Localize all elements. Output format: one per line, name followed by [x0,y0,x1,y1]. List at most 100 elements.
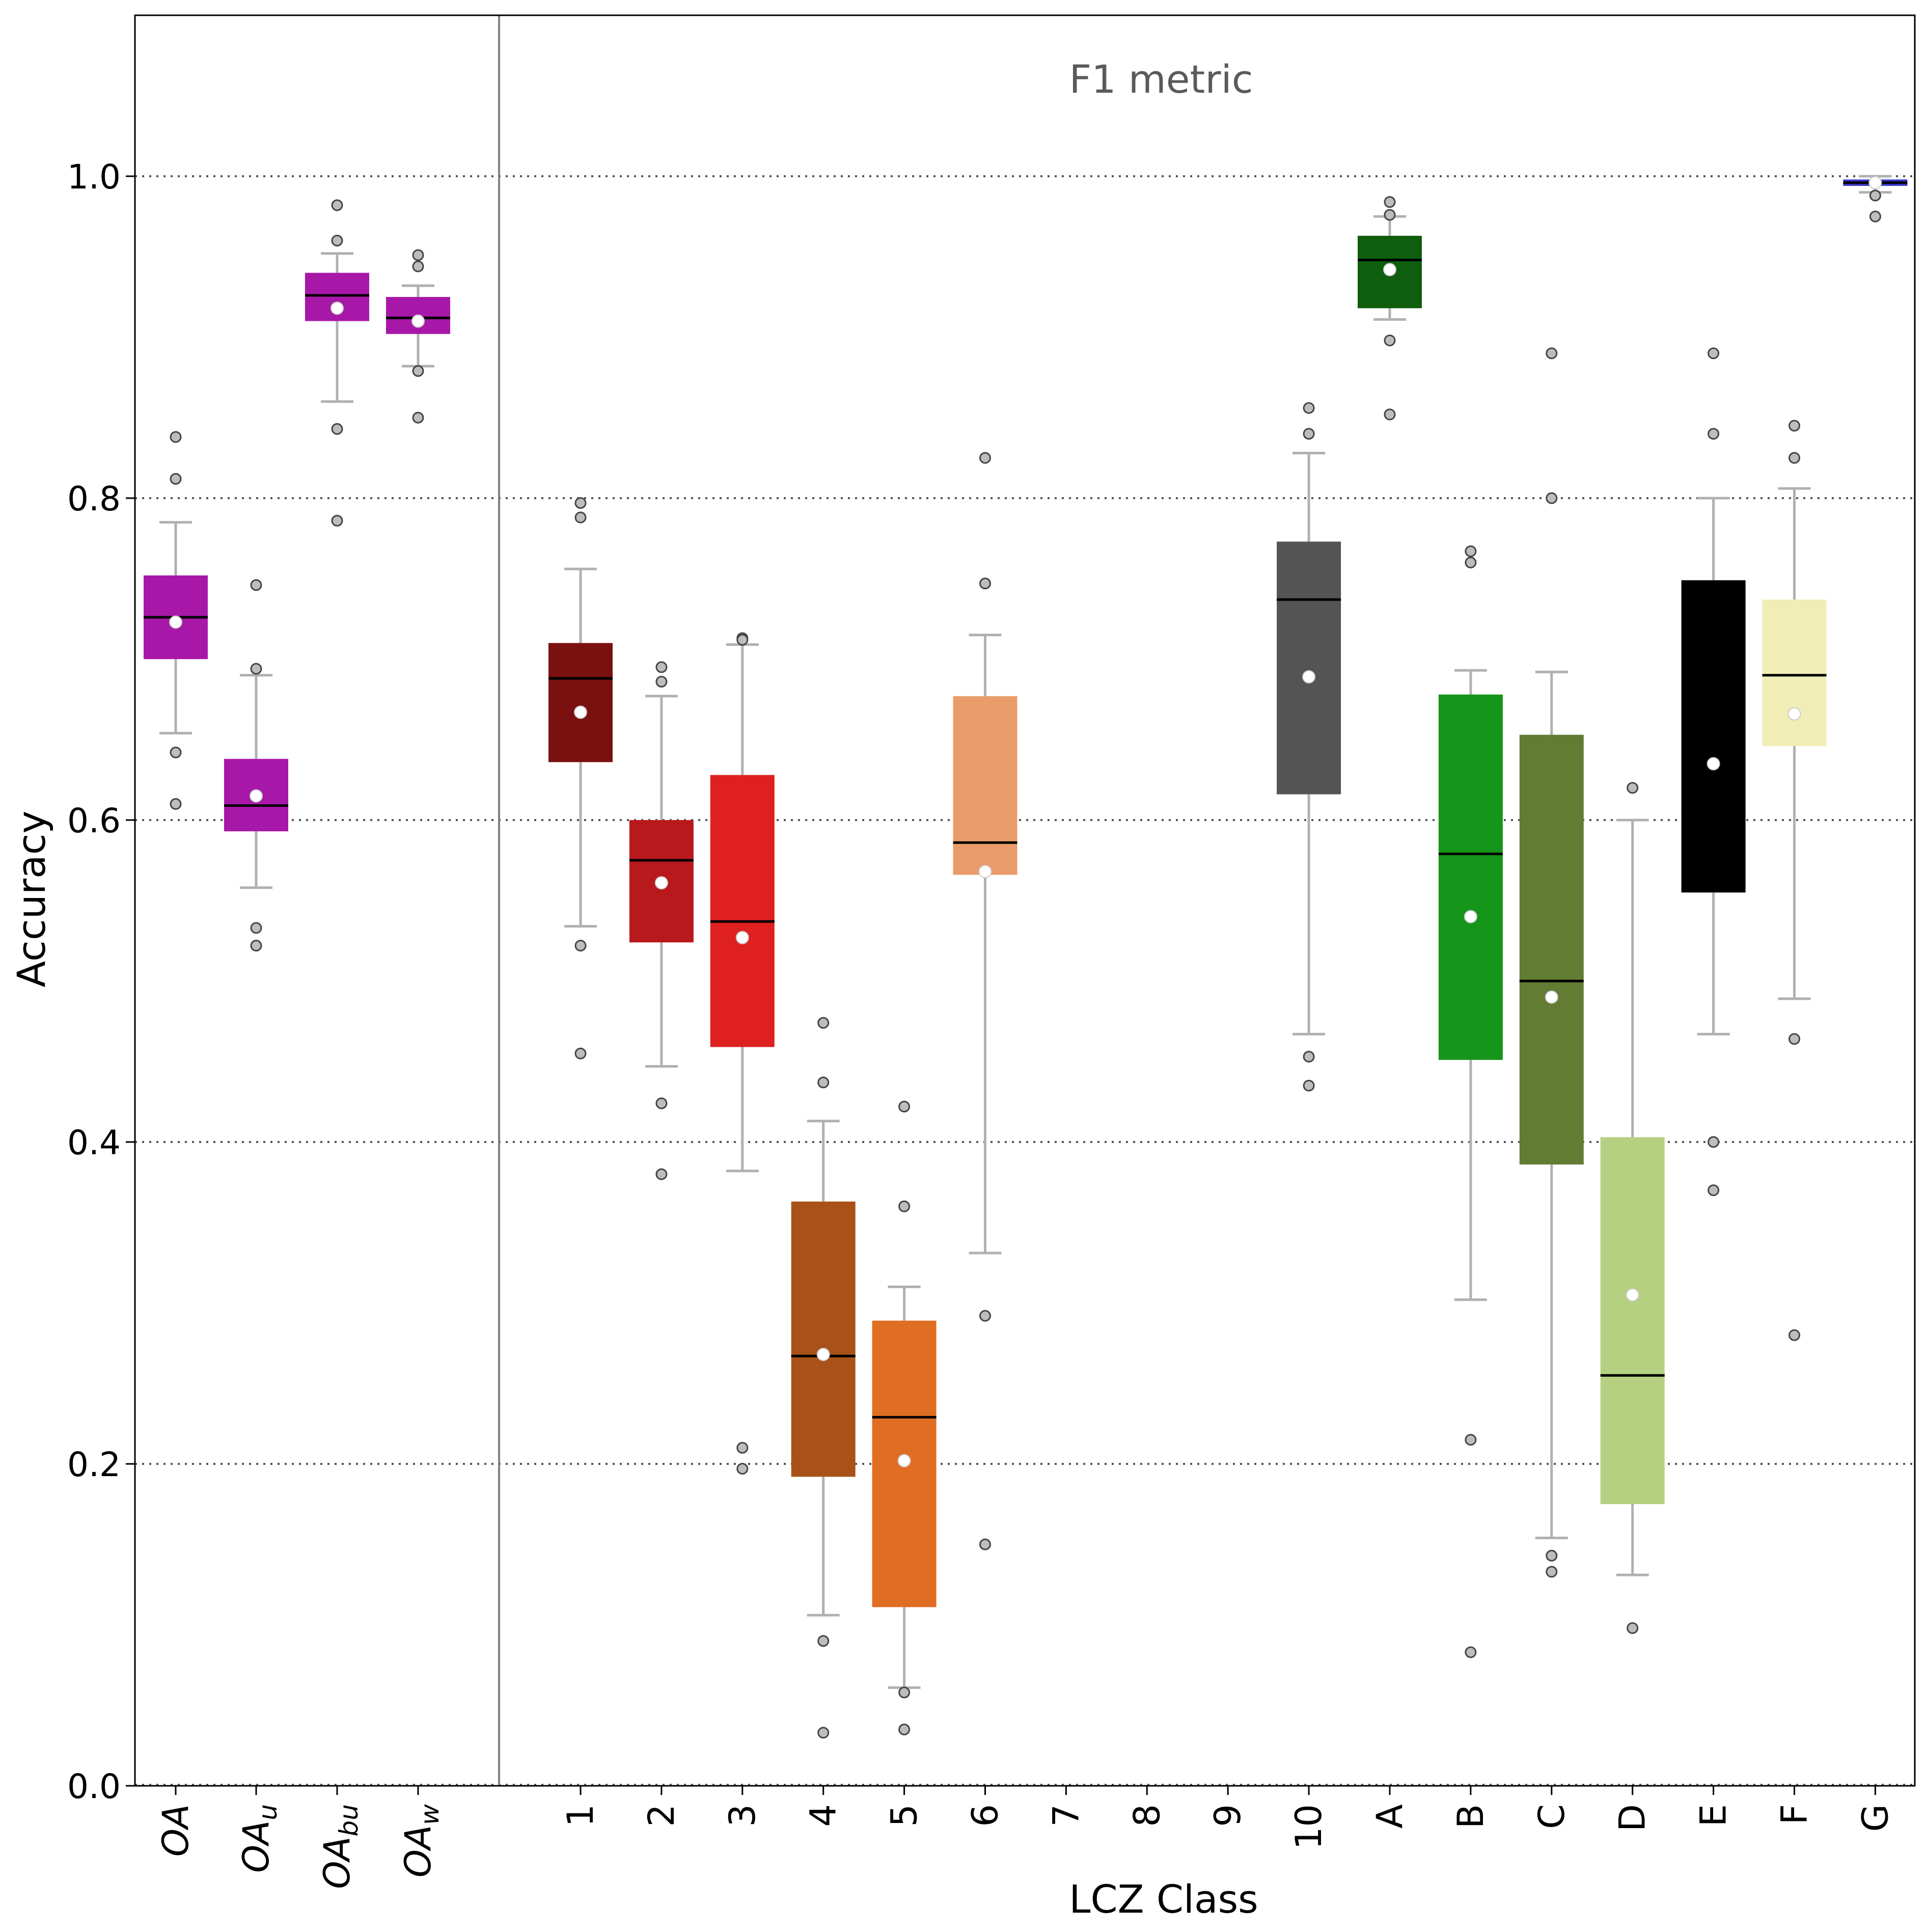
outlier-point [574,511,587,524]
outlier-point [331,423,343,435]
outlier-point [655,675,668,688]
box [1438,694,1503,1060]
box [548,643,613,763]
mean-point [735,931,749,944]
x-tick-label-subscript: bu [334,1804,364,1836]
outlier-point [1546,1549,1558,1562]
box [1681,580,1746,893]
x-tick-label: C [1531,1804,1573,1829]
outlier-point [250,579,262,591]
chart-annotation: F1 metric [1069,57,1253,102]
outlier-point [1789,420,1800,432]
y-tick-label: 0.8 [67,479,121,519]
mean-point [169,615,182,629]
mean-point [978,865,992,879]
x-tick-label: 10 [1288,1804,1330,1849]
points [169,176,1882,1739]
outlier-point [170,431,182,443]
outlier-point [1708,428,1720,440]
outlier-point [1384,409,1396,421]
mean-point [1302,670,1316,684]
outlier-point [412,412,424,424]
outlier-point [1465,1646,1477,1658]
x-tick-label: 4 [803,1804,844,1827]
outlier-point [898,1723,911,1735]
outlier-point [898,1100,911,1112]
outlier-point [574,939,587,951]
outlier-point [412,249,424,261]
outlier-point [1465,1434,1477,1446]
mean-point [250,789,263,803]
outlier-point [1303,1051,1315,1063]
outlier-point [1789,1329,1800,1341]
mean-point [1707,757,1720,771]
x-tick-label-base: OA [397,1825,439,1877]
outlier-point [1627,782,1639,794]
outlier-point [736,1462,749,1475]
y-tick-label: 0.2 [67,1445,121,1484]
outlier-point [1546,492,1558,504]
outlier-point [170,798,182,810]
y-tick-label: 0.0 [67,1767,121,1806]
mean-point [1383,263,1396,277]
x-tick-label-base: OA [235,1820,277,1873]
outlier-point [170,473,182,485]
outlier-point [736,1441,749,1454]
outlier-point [331,514,343,527]
x-tick-label: OAu [235,1804,283,1873]
outlier-point [1789,452,1800,464]
y-tick-label: 0.4 [67,1123,121,1162]
outlier-point [817,1635,830,1647]
outlier-point [412,260,424,273]
outlier-point [655,1168,668,1180]
x-tick-label: 3 [722,1804,763,1827]
outlier-point [655,1097,668,1109]
outlier-point [1546,1566,1558,1578]
plot-frame [134,14,1916,1787]
mean-point [331,302,344,315]
box [1762,600,1827,746]
outlier-point [1303,1079,1315,1092]
y-tick-label: 1.0 [67,157,121,197]
outlier-point [574,497,587,509]
x-tick-label-subscript: u [253,1804,283,1820]
mean-point [1626,1288,1639,1302]
outlier-point [412,365,424,377]
x-tick-label: 2 [641,1804,682,1827]
mean-point [1464,910,1477,923]
box [1277,541,1341,795]
x-axis-label: LCZ Class [1069,1876,1258,1922]
outlier-point [1546,347,1558,360]
outlier-point [1303,402,1315,414]
outlier-point [817,1076,830,1089]
outlier-point [979,1310,991,1322]
outlier-point [1384,196,1396,208]
outlier-point [250,663,262,675]
x-tick-label: OA [155,1804,197,1857]
outlier-point [1789,1033,1800,1045]
y-tick-label: 0.6 [67,801,121,840]
x-tick-label: E [1693,1804,1735,1827]
x-tick-label: B [1450,1804,1492,1829]
x-tick-label: 1 [560,1804,601,1827]
outlier-point [1708,1136,1720,1148]
outlier-point [736,634,749,646]
outlier-point [1465,556,1477,568]
x-tick-label-subscript: w [415,1804,445,1825]
outlier-point [574,1047,587,1059]
mean-point [1787,707,1801,721]
x-tick-label: OAbu [316,1804,364,1889]
outlier-point [817,1727,830,1739]
outlier-point [1384,334,1396,346]
x-tick-label: A [1369,1804,1411,1829]
outlier-point [1303,428,1315,440]
outlier-point [331,234,343,247]
outlier-point [655,661,668,673]
mean-point [574,705,587,719]
whiskers [159,175,1892,1689]
outlier-point [1465,545,1477,557]
box [710,775,775,1047]
